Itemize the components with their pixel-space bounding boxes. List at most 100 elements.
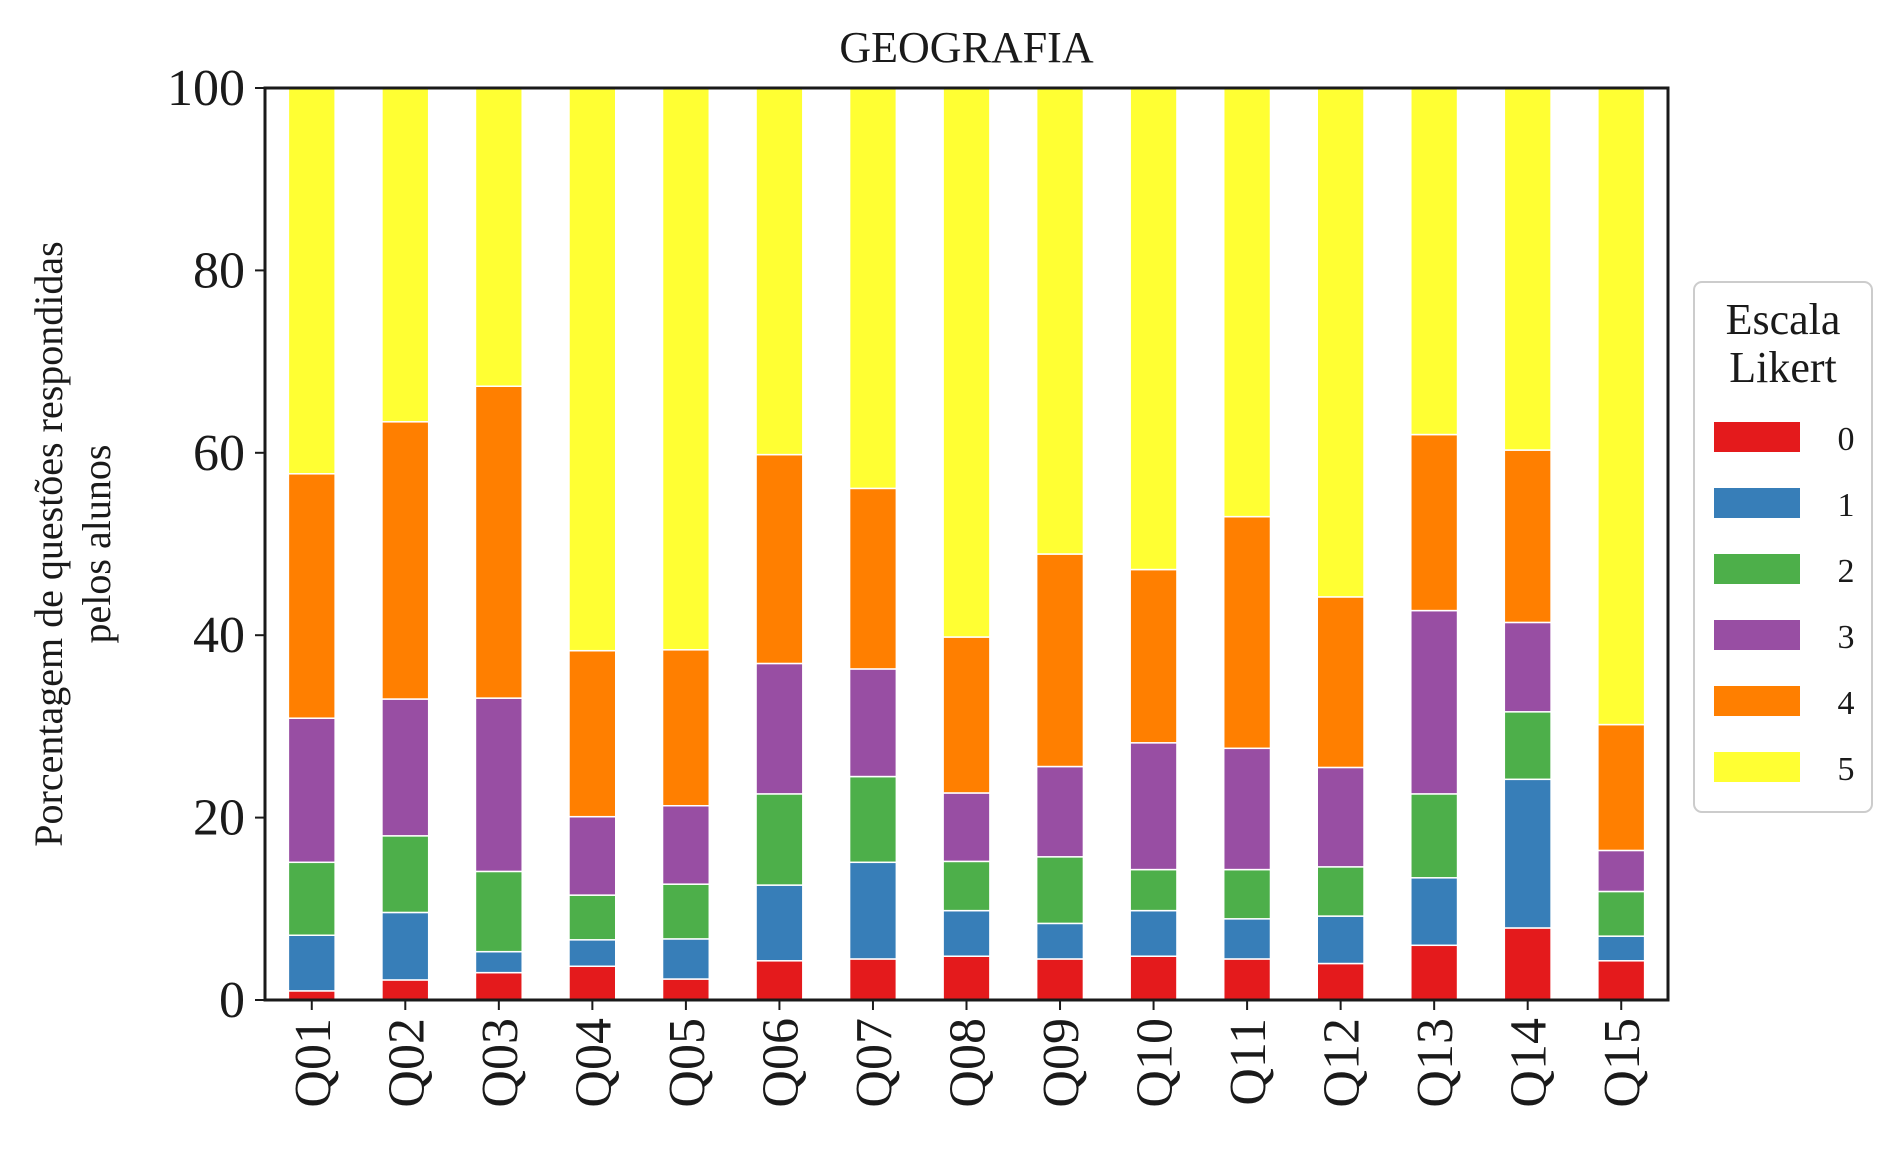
bar-segment-q02-level-2 [381,835,430,914]
bar-segment-q08-level-1 [942,909,991,957]
bar-segment-q01-level-2 [287,861,336,936]
bar-segment-q12-level-5 [1316,87,1365,598]
bar-segment-q02-level-1 [381,911,430,981]
bar-segment-q04-level-2 [568,894,617,941]
bar-segment-q03-level-3 [474,697,523,873]
legend-swatch-2 [1714,554,1800,584]
bar-segment-q02-level-3 [381,698,430,837]
y-tick-label: 60 [193,425,245,482]
plot-frame [263,86,1670,1002]
legend-label: 2 [1838,553,1855,590]
y-tick-label: 80 [193,242,245,299]
legend-title-line: Likert [1729,343,1837,392]
bar-segment-q07-level-3 [848,668,898,778]
bar-segment-q06-level-5 [755,87,804,456]
x-tick-label: Q14 [1501,1018,1558,1108]
bar-segment-q06-level-0 [755,960,804,1001]
bar-segment-q09-level-0 [1035,958,1085,1001]
bar-segment-q03-level-0 [474,971,523,1001]
x-tick-label: Q10 [1127,1018,1184,1108]
legend-label: 3 [1838,619,1855,656]
bar-segment-q08-level-2 [942,860,991,912]
bar-segment-q03-level-4 [474,385,523,699]
bar-segment-q14-level-5 [1503,87,1552,451]
bar-segment-q08-level-3 [942,792,991,863]
bar-segment-q05-level-0 [661,978,711,1001]
bar-segment-q05-level-4 [661,649,711,807]
x-tick-label: Q03 [472,1018,529,1108]
bar-segment-q11-level-5 [1222,87,1272,518]
bar-segment-q08-level-4 [942,636,991,794]
bar-segment-q01-level-1 [287,934,336,992]
bar-segment-q08-level-0 [942,955,991,1001]
y-axis-label-line: pelos alunos [74,445,119,644]
bar-segment-q05-level-1 [661,938,711,980]
bar-segment-q07-level-1 [848,861,898,960]
bar-segment-q15-level-2 [1597,890,1646,937]
bar-segment-q04-level-4 [568,649,617,818]
bar-segment-q13-level-4 [1410,433,1459,612]
bar-segment-q14-level-0 [1503,927,1552,1001]
y-axis-label-line: Porcentagem de questões respondidas [26,241,71,846]
x-tick-label: Q11 [1220,1018,1277,1106]
legend-title-line: Escala [1726,295,1841,344]
x-tick-label: Q08 [940,1018,997,1108]
bar-segment-q03-level-1 [474,950,523,974]
legend-swatch-1 [1714,488,1800,518]
bar-segment-q01-level-5 [287,87,336,475]
bar-segment-q10-level-1 [1129,909,1178,957]
legend-box [1693,281,1873,813]
bar-segment-q02-level-5 [381,87,430,423]
legend-swatch-4 [1714,686,1800,716]
bar-segment-q11-level-2 [1222,868,1272,920]
bar-segment-q07-level-4 [848,487,898,670]
bar-segment-q05-level-3 [661,804,711,885]
bar-segment-q04-level-5 [568,87,617,652]
y-tick-label: 40 [193,607,245,664]
bar-segment-q07-level-2 [848,775,898,864]
bar-segment-q14-level-3 [1503,621,1552,713]
bar-segment-q09-level-5 [1035,87,1085,555]
bar-segment-q13-level-3 [1410,609,1459,795]
legend-label: 0 [1838,421,1855,458]
bar-segment-q14-level-1 [1503,778,1552,929]
bar-segment-q07-level-0 [848,958,898,1001]
bar-segment-q02-level-4 [381,421,430,700]
x-tick-label: Q06 [752,1018,809,1108]
x-tick-label: Q15 [1594,1018,1651,1108]
bar-segment-q15-level-0 [1597,960,1646,1001]
bar-segment-q06-level-3 [755,662,804,795]
x-tick-label: Q01 [285,1018,342,1108]
bar-segment-q13-level-2 [1410,793,1459,879]
bar-segment-q13-level-5 [1410,87,1459,436]
bar-segment-q06-level-4 [755,453,804,665]
bar-segment-q11-level-4 [1222,515,1272,750]
bar-segment-q04-level-0 [568,965,617,1001]
legend-swatch-0 [1714,422,1800,452]
bar-segment-q09-level-1 [1035,922,1085,960]
legend-swatch-3 [1714,620,1800,650]
bar-segment-q11-level-0 [1222,958,1272,1001]
bar-segment-q10-level-5 [1129,87,1178,571]
legend-label: 5 [1838,751,1855,788]
bar-segment-q13-level-0 [1410,944,1459,1001]
chart-title: GEOGRAFIA [839,23,1093,72]
bar-segment-q07-level-5 [848,87,898,490]
bar-segment-q13-level-1 [1410,877,1459,947]
x-tick-label: Q02 [378,1018,435,1108]
y-tick-label: 0 [219,972,245,1029]
bar-segment-q03-level-2 [474,870,523,953]
bar-segment-q08-level-5 [942,87,991,638]
bar-segment-q14-level-4 [1503,449,1552,624]
bar-segment-q01-level-3 [287,717,336,864]
bar-segment-q03-level-5 [474,87,523,387]
bar-segment-q12-level-2 [1316,866,1365,917]
y-tick-label: 20 [193,790,245,847]
bar-segment-q15-level-3 [1597,849,1646,893]
bar-segment-q10-level-3 [1129,742,1178,871]
legend-swatch-5 [1714,752,1800,782]
bar-segment-q01-level-4 [287,473,336,719]
bar-segment-q06-level-1 [755,884,804,962]
